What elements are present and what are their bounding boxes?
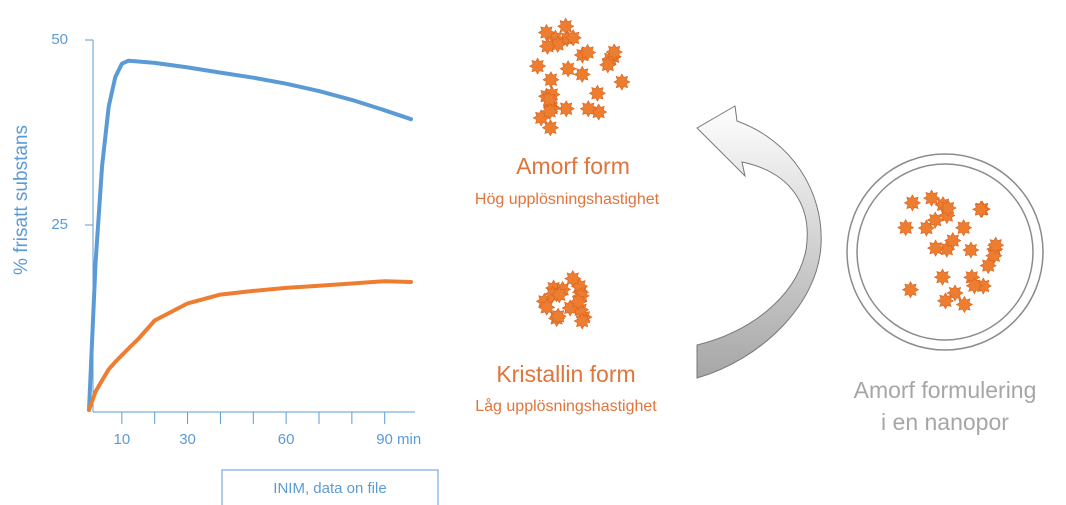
particle [605, 43, 623, 61]
particle [985, 247, 1003, 265]
particle [579, 100, 597, 118]
series-line [87, 58, 413, 412]
particle [538, 298, 556, 316]
particle [936, 292, 955, 310]
particle [933, 268, 952, 286]
particle [939, 199, 957, 217]
x-tick-label: 90 min [376, 431, 421, 448]
nanopore-inner [856, 163, 1034, 341]
source: INIM, data on file [273, 480, 386, 497]
particle [613, 73, 631, 91]
particle [564, 269, 582, 288]
particle [955, 295, 974, 314]
nanopore-outer [846, 153, 1044, 351]
x-tick-label: 30 [179, 431, 196, 448]
particle [944, 231, 962, 250]
particle [962, 241, 980, 259]
particle [557, 17, 575, 35]
particle [946, 284, 964, 302]
particle [541, 119, 560, 137]
particle [557, 100, 575, 118]
particle [979, 256, 997, 275]
annotation-title: i en nanopor [881, 409, 1009, 435]
particle [559, 60, 577, 78]
particle [541, 102, 559, 121]
annotation-title: Amorf form [516, 153, 630, 179]
y-axis-label: % frisatt substans [11, 125, 32, 275]
particle [573, 65, 591, 84]
source-box [221, 469, 439, 505]
x-tick-label: 10 [114, 431, 131, 448]
particle [926, 239, 945, 257]
y-tick-label: 50 [51, 31, 68, 48]
annotation-subtitle: Hög upplösningshastighet [475, 191, 660, 208]
particle [903, 194, 922, 212]
annotation-subtitle: Låg upplösningshastighet [475, 397, 657, 415]
particle [549, 307, 567, 325]
particle [537, 23, 556, 42]
particle [578, 43, 597, 62]
particle [588, 84, 607, 102]
particle [550, 286, 568, 304]
particle [569, 293, 587, 311]
particle [965, 277, 984, 295]
particle [901, 281, 920, 299]
particle [599, 56, 617, 74]
particle [542, 71, 560, 89]
particle [987, 236, 1005, 254]
particle [897, 218, 915, 237]
series-line [87, 279, 413, 412]
particle [538, 37, 557, 55]
particle [972, 200, 990, 219]
particle [954, 219, 973, 237]
annotation-title: Kristallin form [496, 361, 635, 387]
particle [922, 189, 941, 207]
particle [926, 211, 944, 229]
x-tick-label: 60 [278, 431, 295, 448]
annotation-title: Amorf formulering [854, 377, 1037, 403]
particle [564, 29, 582, 47]
particle [573, 312, 591, 330]
y-tick-label: 25 [51, 216, 68, 233]
particle [528, 57, 547, 75]
arrow [696, 105, 822, 379]
